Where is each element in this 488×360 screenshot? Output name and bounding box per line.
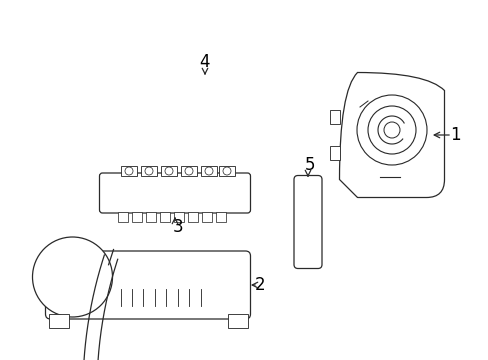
PathPatch shape: [339, 72, 444, 198]
Bar: [121, 166, 137, 176]
Bar: [174, 212, 183, 222]
Text: 4: 4: [199, 53, 210, 71]
Bar: [132, 212, 142, 222]
Bar: [146, 212, 156, 222]
Bar: [227, 314, 247, 328]
Bar: [329, 146, 339, 160]
FancyBboxPatch shape: [99, 173, 250, 213]
Bar: [141, 166, 157, 176]
Bar: [160, 212, 170, 222]
FancyBboxPatch shape: [293, 175, 321, 269]
Bar: [118, 212, 128, 222]
Bar: [161, 166, 177, 176]
Bar: [187, 212, 198, 222]
Text: 1: 1: [449, 126, 459, 144]
Text: 3: 3: [172, 218, 183, 236]
Bar: [181, 166, 197, 176]
Bar: [201, 166, 217, 176]
Bar: [48, 314, 68, 328]
Bar: [219, 166, 235, 176]
Polygon shape: [84, 293, 86, 302]
Bar: [329, 110, 339, 124]
Text: 5: 5: [304, 156, 315, 174]
Bar: [216, 212, 225, 222]
FancyBboxPatch shape: [45, 251, 250, 319]
Circle shape: [32, 237, 112, 317]
Text: 2: 2: [254, 276, 265, 294]
Bar: [202, 212, 212, 222]
